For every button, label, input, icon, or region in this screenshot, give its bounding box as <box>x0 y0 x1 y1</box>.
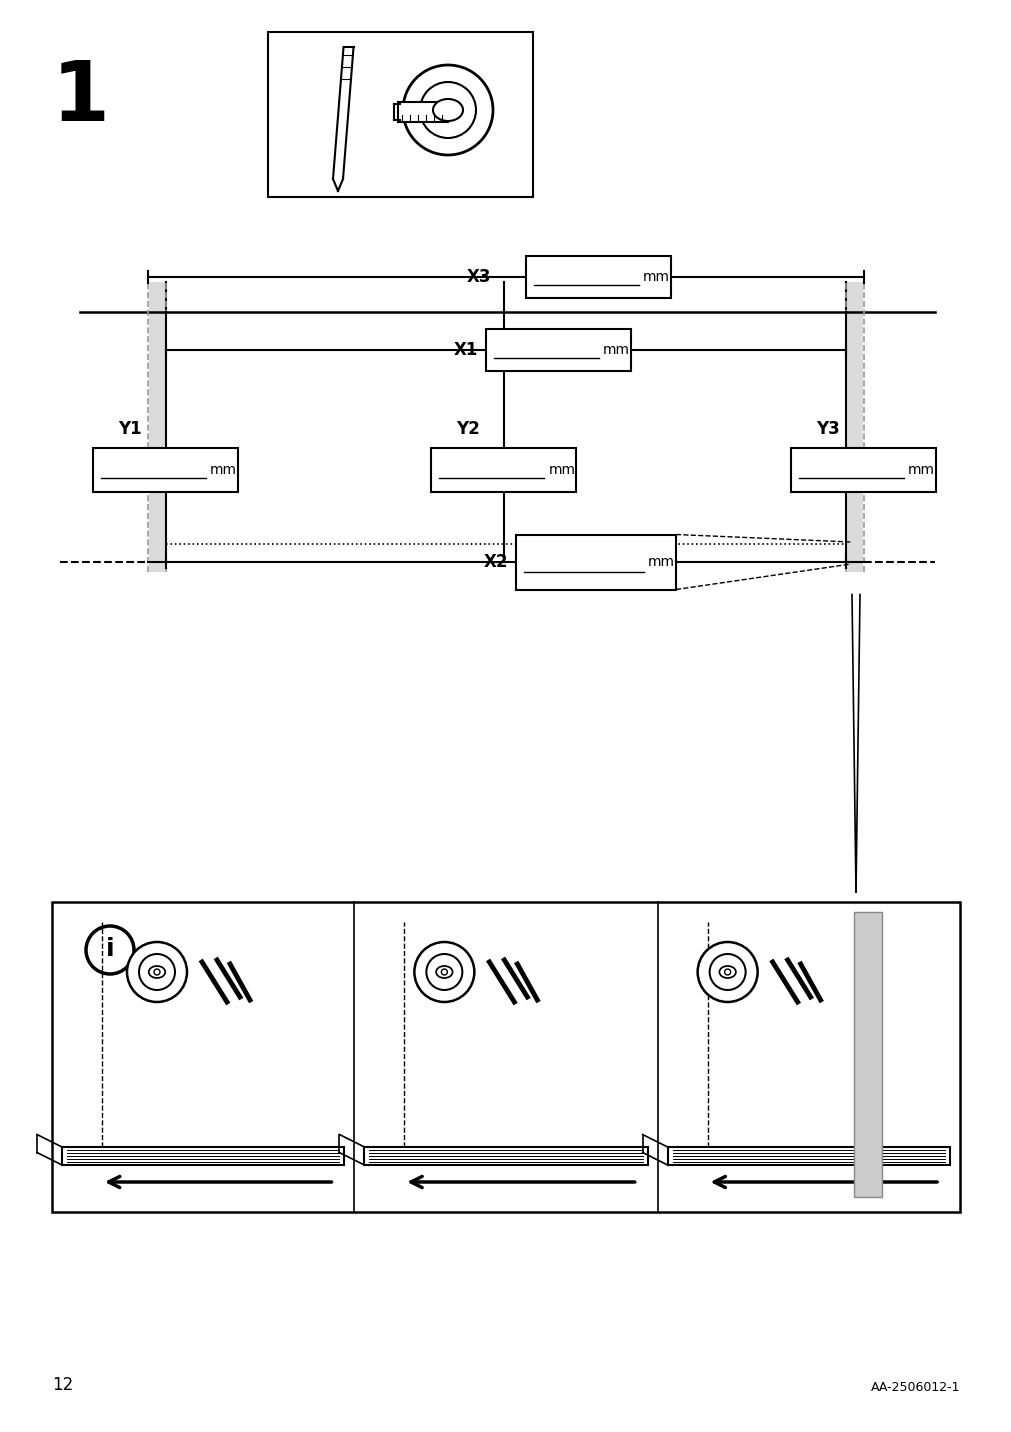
Circle shape <box>426 954 462 990</box>
Text: i: i <box>105 937 114 961</box>
Text: mm: mm <box>548 463 575 477</box>
Text: 12: 12 <box>52 1376 73 1393</box>
Circle shape <box>697 942 757 1002</box>
Text: 1: 1 <box>52 57 110 137</box>
Circle shape <box>724 969 730 975</box>
Text: mm: mm <box>603 344 630 357</box>
Bar <box>52 902 959 1211</box>
Circle shape <box>139 954 175 990</box>
Text: Y2: Y2 <box>456 420 480 438</box>
Bar <box>526 256 670 298</box>
Circle shape <box>126 942 187 1002</box>
Circle shape <box>154 969 160 975</box>
Circle shape <box>413 942 474 1002</box>
Text: mm: mm <box>907 463 934 477</box>
Circle shape <box>709 954 745 990</box>
Ellipse shape <box>436 967 452 978</box>
Circle shape <box>441 969 447 975</box>
Bar <box>268 32 533 198</box>
Ellipse shape <box>433 99 463 120</box>
Ellipse shape <box>719 967 735 978</box>
Text: X1: X1 <box>453 341 477 359</box>
Text: mm: mm <box>642 271 669 284</box>
Bar <box>431 448 576 493</box>
Text: Y3: Y3 <box>815 420 839 438</box>
Bar <box>149 282 165 571</box>
Bar <box>516 534 675 590</box>
Bar <box>853 912 882 1197</box>
Text: AA-2506012-1: AA-2506012-1 <box>869 1380 959 1393</box>
Text: mm: mm <box>210 463 237 477</box>
Bar <box>397 102 448 122</box>
Text: X3: X3 <box>466 268 490 286</box>
Bar <box>846 282 862 571</box>
Bar <box>791 448 935 493</box>
Bar <box>93 448 238 493</box>
Text: X2: X2 <box>483 553 508 571</box>
Text: mm: mm <box>647 556 674 569</box>
Bar <box>485 329 631 371</box>
Ellipse shape <box>149 967 165 978</box>
Text: Y1: Y1 <box>118 420 142 438</box>
